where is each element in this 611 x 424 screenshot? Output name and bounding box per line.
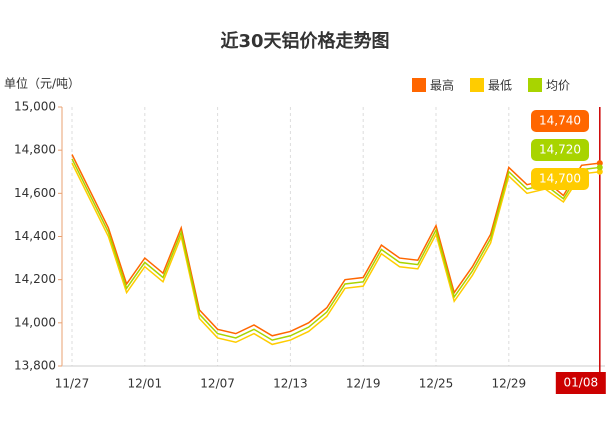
tooltip-label: 14,720 [539, 143, 581, 157]
series-line [71, 162, 600, 346]
point [596, 160, 603, 167]
y-axis-label: 单位（元/吨） [4, 76, 80, 91]
chart-title: 近30天铝价格走势图 [220, 30, 389, 52]
tooltip-label: 14,740 [539, 114, 581, 128]
y-tick-label: 14,800 [14, 143, 56, 157]
y-tick-label: 14,400 [14, 229, 56, 243]
tooltip-box [531, 110, 589, 132]
tooltip-box [531, 139, 589, 161]
tooltip-label: 14,700 [539, 172, 581, 186]
x-tick-label: 12/29 [492, 377, 527, 391]
y-tick-label: 14,200 [14, 272, 56, 286]
point [596, 168, 603, 175]
point [596, 164, 603, 171]
y-tick-label: 14,600 [14, 186, 56, 200]
legend-label: 最高 [430, 78, 454, 93]
series-line [71, 154, 600, 337]
x-tick-label: 12/19 [346, 377, 381, 391]
legend-swatch [528, 78, 542, 92]
x-tick-label: 12/01 [128, 377, 163, 391]
tooltip-box [531, 168, 589, 190]
legend-label: 均价 [546, 79, 570, 93]
series-line [71, 158, 600, 341]
x-tick-label: 12/25 [419, 377, 454, 391]
legend-swatch [412, 78, 426, 92]
x-tick-label: 12/13 [273, 377, 308, 391]
y-tick-label: 13,800 [14, 359, 56, 373]
legend-swatch [470, 78, 484, 92]
y-tick-label: 14,000 [14, 315, 56, 329]
y-tick-label: 15,000 [14, 100, 56, 114]
x-tick-label: 11/27 [55, 377, 90, 391]
x-highlight-box [555, 372, 606, 394]
x-tick-label: 12/07 [200, 377, 235, 391]
x-tick-label: 01/08 [564, 376, 599, 390]
legend-label: 最低 [488, 79, 512, 93]
